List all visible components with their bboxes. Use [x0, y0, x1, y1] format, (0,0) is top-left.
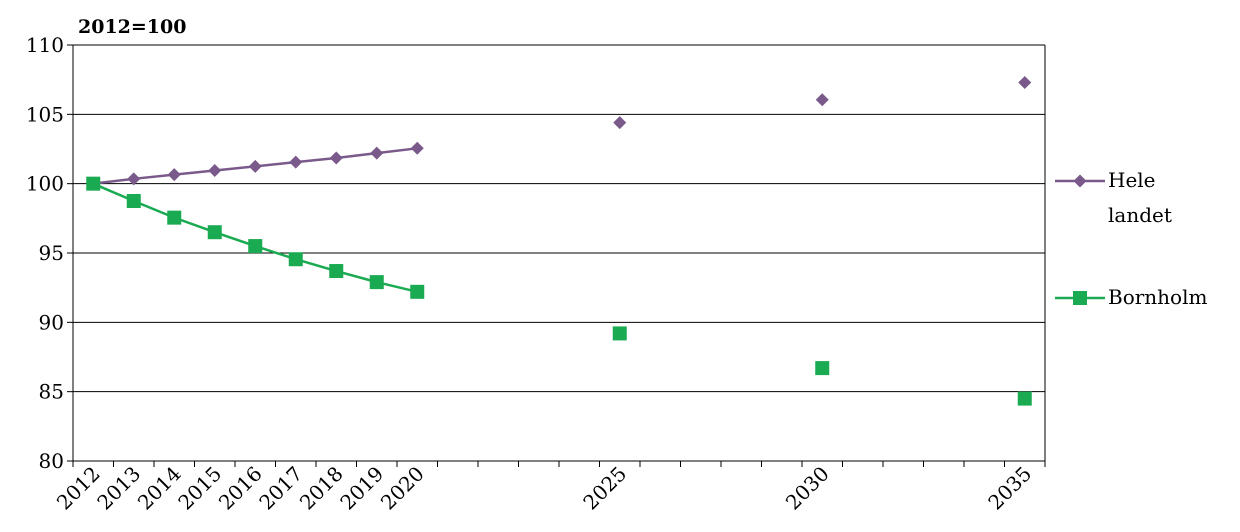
x-tick-label-2015: 2015	[173, 462, 226, 515]
legend-item-hele-landet: Hele landet	[1055, 168, 1172, 227]
data-point-2020	[410, 284, 425, 299]
data-point-2018	[329, 264, 344, 279]
legend: Hele landet Bornholm	[1055, 168, 1207, 309]
x-tick-label-2017: 2017	[254, 462, 307, 515]
data-point-2019	[370, 146, 384, 160]
data-point-2016	[248, 239, 263, 254]
y-tick-label-95: 95	[39, 241, 64, 265]
y-tick-label-90: 90	[39, 310, 64, 334]
legend-marker	[1073, 291, 1087, 305]
series-bornholm	[86, 176, 1032, 406]
data-point-2035	[1018, 75, 1032, 89]
series-line	[92, 182, 418, 294]
y-tick-label-105: 105	[26, 102, 64, 126]
gridlines	[73, 44, 1045, 462]
data-point-2014	[167, 210, 182, 225]
x-tick-label-2013: 2013	[92, 462, 145, 515]
x-tick-label-2035: 2035	[983, 462, 1036, 515]
legend-item-bornholm: Bornholm	[1055, 285, 1207, 309]
y-tick-label-110: 110	[26, 33, 64, 57]
data-point-2013	[127, 172, 141, 186]
y-tick-label-85: 85	[39, 380, 64, 404]
x-tick-label-2018: 2018	[295, 462, 348, 515]
y-tick-label-100: 100	[26, 172, 64, 196]
data-point-2017	[288, 252, 303, 267]
legend-label: Bornholm	[1108, 285, 1207, 309]
data-point-2020	[410, 141, 424, 155]
data-point-2025	[613, 116, 627, 130]
x-tick-label-2016: 2016	[214, 462, 267, 515]
x-tick-label-2020: 2020	[376, 462, 429, 515]
data-point-2013	[126, 194, 141, 208]
legend-label: Hele landet	[1108, 168, 1172, 227]
data-point-2016	[248, 159, 262, 173]
data-point-2035	[1017, 391, 1032, 406]
data-point-2018	[329, 151, 343, 165]
data-point-2030	[815, 361, 830, 376]
unit-label: 2012=100	[78, 16, 186, 38]
data-point-2012	[86, 176, 101, 191]
x-tick-label-2014: 2014	[133, 462, 186, 515]
x-tick-label-2019: 2019	[335, 462, 388, 515]
data-point-2015	[207, 225, 222, 240]
series-hele-landet	[86, 75, 1032, 191]
data-point-2014	[167, 168, 181, 182]
data-point-2017	[289, 155, 303, 169]
data-point-2025	[612, 326, 627, 341]
y-tick-label-80: 80	[39, 449, 64, 473]
data-point-2019	[369, 275, 384, 290]
data-point-2015	[208, 163, 222, 177]
legend-marker	[1073, 174, 1087, 188]
data-point-2030	[815, 93, 829, 107]
x-tick-label-2025: 2025	[578, 462, 631, 515]
x-tick-label-2030: 2030	[781, 462, 834, 515]
series-layer	[86, 75, 1032, 406]
y-axis-ticks: 80 85 90 95 100 105 110	[26, 33, 73, 473]
